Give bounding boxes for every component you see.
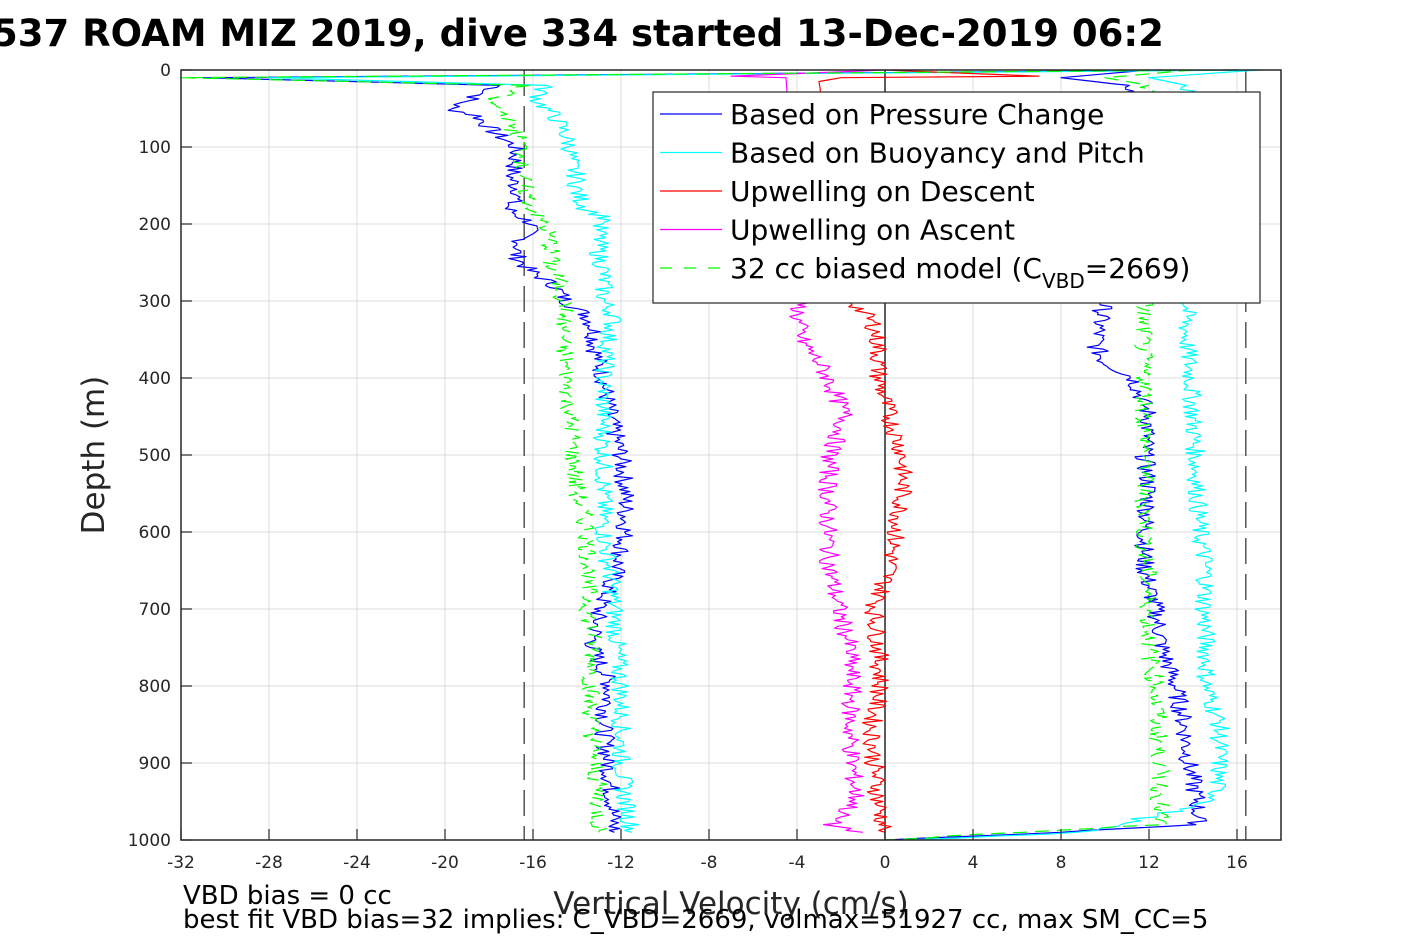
y-ticks: 0 100 200 300 400 500 600 700 800 900 1000 [128, 61, 192, 851]
series-line [268, 69, 1260, 833]
legend-box [652, 91, 1261, 304]
x-ticks: -32 -28 -24 -20 -16 -12 -8 -4 0 4 8 12 16 [167, 829, 1248, 873]
y-tick-label: 600 [139, 523, 171, 543]
y-tick-label: 900 [139, 754, 171, 774]
legend-subscript: VBD [1042, 269, 1085, 293]
y-tick-label: 400 [139, 369, 171, 389]
x-tick-label: -8 [701, 853, 718, 873]
x-tick-label: -32 [167, 853, 195, 873]
legend-label: Upwelling on Ascent [730, 214, 1015, 247]
legend-label: Upwelling on Descent [730, 175, 1035, 208]
best-fit-note: best fit VBD bias=32 implies: C_VBD=2669… [183, 905, 1208, 935]
x-tick-label: 4 [968, 853, 979, 873]
y-axis-label: Depth (m) [76, 376, 112, 535]
y-tick-label: 0 [160, 61, 171, 81]
legend-label: Based on Pressure Change [730, 98, 1104, 131]
x-tick-label: -16 [519, 853, 547, 873]
x-axis-label: Vertical Velocity (cm/s) [553, 886, 908, 922]
legend: Based on Pressure Change Based on Buoyanc… [652, 91, 1261, 304]
x-tick-label: 0 [880, 853, 891, 873]
x-tick-label: -28 [255, 853, 283, 873]
x-tick-label: -20 [431, 853, 459, 873]
vbd-bias-note: VBD bias = 0 cc [183, 881, 392, 911]
x-tick-label: 16 [1226, 853, 1248, 873]
y-tick-label: 200 [139, 215, 171, 235]
chart-title: 537 ROAM MIZ 2019, dive 334 started 13-D… [0, 12, 1164, 55]
x-tick-label: -24 [343, 853, 371, 873]
x-tick-label: 8 [1056, 853, 1067, 873]
y-tick-label: 300 [139, 292, 171, 312]
legend-label: Based on Buoyancy and Pitch [730, 137, 1145, 170]
y-tick-label: 100 [139, 138, 171, 158]
x-tick-label: -4 [789, 853, 806, 873]
y-tick-label: 700 [139, 600, 171, 620]
y-tick-label: 800 [139, 677, 171, 697]
y-tick-label: 1000 [128, 831, 171, 851]
series-line [180, 69, 1238, 833]
x-tick-label: -12 [607, 853, 635, 873]
series-line [202, 69, 1238, 833]
legend-label-suffix: =2669) [1085, 252, 1191, 285]
y-tick-label: 500 [139, 446, 171, 466]
x-tick-label: 12 [1138, 853, 1160, 873]
